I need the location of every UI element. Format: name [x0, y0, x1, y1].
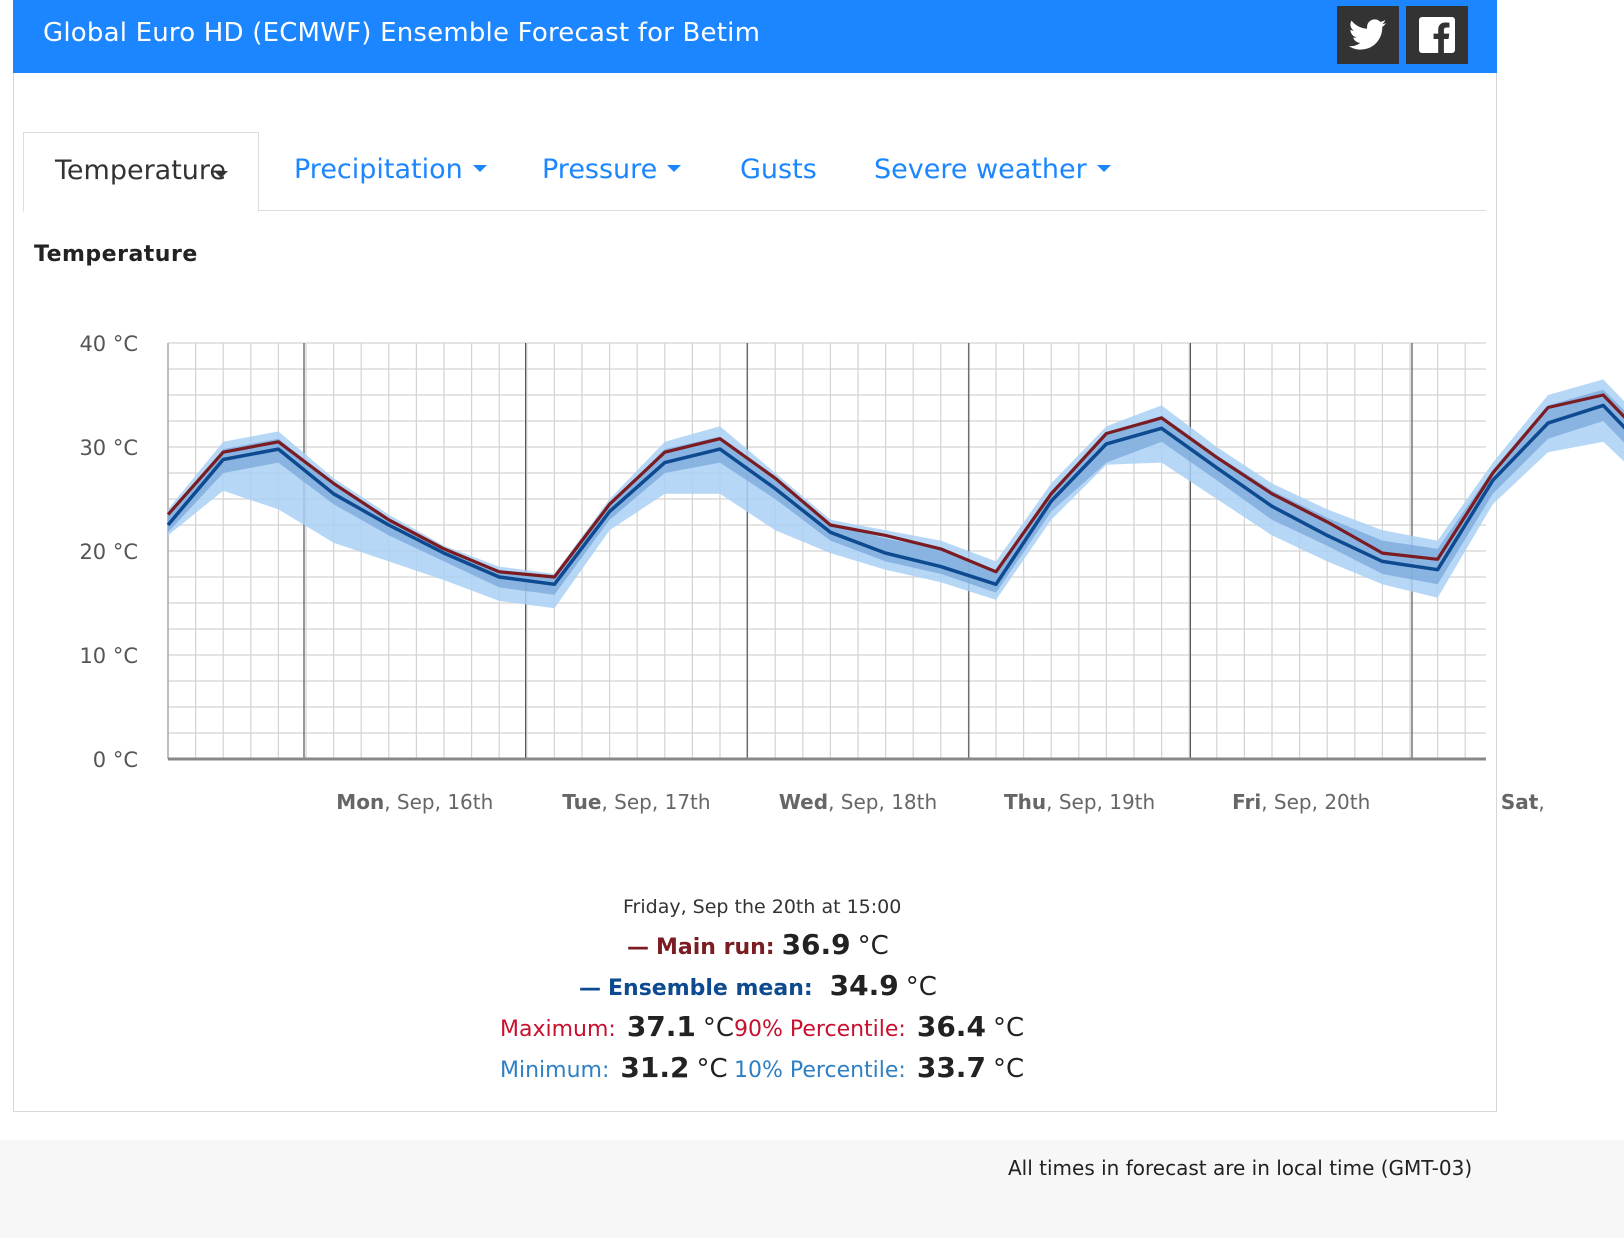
x-day-label-date: ,: [1538, 790, 1544, 814]
twitter-icon: [1349, 19, 1387, 50]
y-tick-label: 20 °C: [79, 540, 138, 564]
tab-pressure[interactable]: Pressure: [542, 154, 682, 185]
tab-precipitation-label: Precipitation: [294, 154, 463, 185]
series-lines: [166, 393, 1624, 587]
x-day-label: Thu, Sep, 19th: [1004, 790, 1155, 814]
chevron-down-icon: [214, 171, 228, 178]
timezone-note: All times in forecast are in local time …: [1008, 1156, 1473, 1180]
tabs-divider: [258, 210, 1486, 211]
x-day-label-weekday: Fri: [1232, 790, 1261, 814]
chevron-down-icon: [1096, 165, 1111, 172]
maximum-value: 37.1: [626, 1010, 696, 1043]
summary-datetime: Friday, Sep the 20th at 15:00: [623, 896, 902, 918]
x-day-label-date: , Sep, 17th: [601, 790, 710, 814]
chevron-down-icon: [472, 165, 487, 172]
y-tick-label: 40 °C: [79, 332, 138, 356]
ensemble-mean-value: 34.9: [829, 969, 899, 1002]
x-day-label: Tue, Sep, 17th: [562, 790, 710, 814]
p10-value: 33.7: [916, 1051, 986, 1084]
forecast-panel: [13, 0, 1497, 1112]
p10-label: 10% Percentile:: [734, 1058, 906, 1083]
p10-unit: °C: [992, 1054, 1025, 1084]
facebook-share-button[interactable]: [1406, 6, 1468, 64]
x-day-label: Wed, Sep, 18th: [779, 790, 937, 814]
x-day-label-weekday: Mon: [336, 790, 384, 814]
summary-minimum: Minimum: 31.2 °C: [500, 1051, 728, 1084]
y-tick-label: 30 °C: [79, 436, 138, 460]
x-day-label: Mon, Sep, 16th: [336, 790, 493, 814]
x-day-label: Sat,: [1501, 790, 1545, 814]
p90-unit: °C: [992, 1013, 1025, 1043]
tab-pressure-label: Pressure: [542, 154, 658, 185]
page-title: Global Euro HD (ECMWF) Ensemble Forecast…: [43, 18, 761, 48]
y-tick-label: 10 °C: [79, 644, 138, 668]
x-day-label: Fri, Sep, 20th: [1232, 790, 1370, 814]
summary-maximum: Maximum: 37.1 °C: [500, 1010, 734, 1043]
p90-label: 90% Percentile:: [734, 1017, 906, 1042]
facebook-icon: [1419, 17, 1455, 53]
header-bar: Global Euro HD (ECMWF) Ensemble Forecast…: [13, 0, 1497, 73]
x-day-label-weekday: Tue: [562, 790, 601, 814]
x-day-label-date: , Sep, 20th: [1261, 790, 1370, 814]
chevron-down-icon: [667, 165, 682, 172]
x-day-label-date: , Sep, 18th: [828, 790, 937, 814]
p90-value: 36.4: [916, 1010, 986, 1043]
tab-temperature-label: Temperature: [55, 155, 227, 186]
maximum-label: Maximum:: [500, 1017, 616, 1042]
main-run-value: 36.9: [781, 928, 851, 961]
ensemble-mean-dash: —: [579, 976, 601, 1001]
y-tick-label: 0 °C: [93, 748, 138, 772]
main-run-unit: °C: [857, 931, 889, 961]
summary-p10: 10% Percentile: 33.7 °C: [734, 1051, 1024, 1084]
tab-precipitation[interactable]: Precipitation: [294, 154, 487, 185]
x-day-label-weekday: Sat: [1501, 790, 1539, 814]
summary-ensemble-mean: — Ensemble mean: 34.9 °C: [579, 969, 937, 1002]
grid-major: [167, 343, 1413, 759]
percentile-band: [168, 389, 1624, 595]
x-day-label-date: , Sep, 19th: [1046, 790, 1155, 814]
minimum-label: Minimum:: [500, 1058, 610, 1083]
ensemble-bands: [168, 379, 1624, 609]
chart-section-title: Temperature: [34, 242, 198, 267]
ensemble-mean-label: Ensemble mean:: [608, 976, 813, 1001]
twitter-share-button[interactable]: [1337, 6, 1399, 64]
tab-severe-weather[interactable]: Severe weather: [874, 154, 1111, 185]
chart-axes: 40 °C 30 °C 20 °C 10 °C 0 °C Mon, Sep, 16th Tu…: [79, 332, 1544, 814]
main-run-line: [166, 393, 1624, 579]
footer: All times in forecast are in local time …: [0, 1140, 1624, 1238]
x-day-label-date: , Sep, 16th: [384, 790, 493, 814]
minimum-unit: °C: [696, 1054, 728, 1084]
x-day-label-weekday: Wed: [779, 790, 828, 814]
tab-severe-weather-label: Severe weather: [874, 154, 1087, 185]
x-day-label-weekday: Thu: [1004, 790, 1046, 814]
tab-temperature[interactable]: Temperature: [23, 132, 259, 212]
summary-p90: 90% Percentile: 36.4 °C: [734, 1010, 1024, 1043]
temperature-chart[interactable]: 40 °C 30 °C 20 °C 10 °C 0 °C Mon, Sep, 16th Tu…: [0, 0, 1624, 880]
main-run-dash: —: [627, 935, 649, 960]
tab-gusts[interactable]: Gusts: [740, 154, 817, 185]
ensemble-mean-unit: °C: [905, 972, 937, 1002]
tab-gusts-label: Gusts: [740, 154, 817, 185]
minimum-value: 31.2: [620, 1051, 690, 1084]
main-run-label: Main run:: [656, 935, 775, 960]
ensemble-mean-line: [166, 403, 1624, 587]
maximum-unit: °C: [702, 1013, 735, 1043]
summary-main-run: — Main run: 36.9 °C: [627, 928, 889, 961]
